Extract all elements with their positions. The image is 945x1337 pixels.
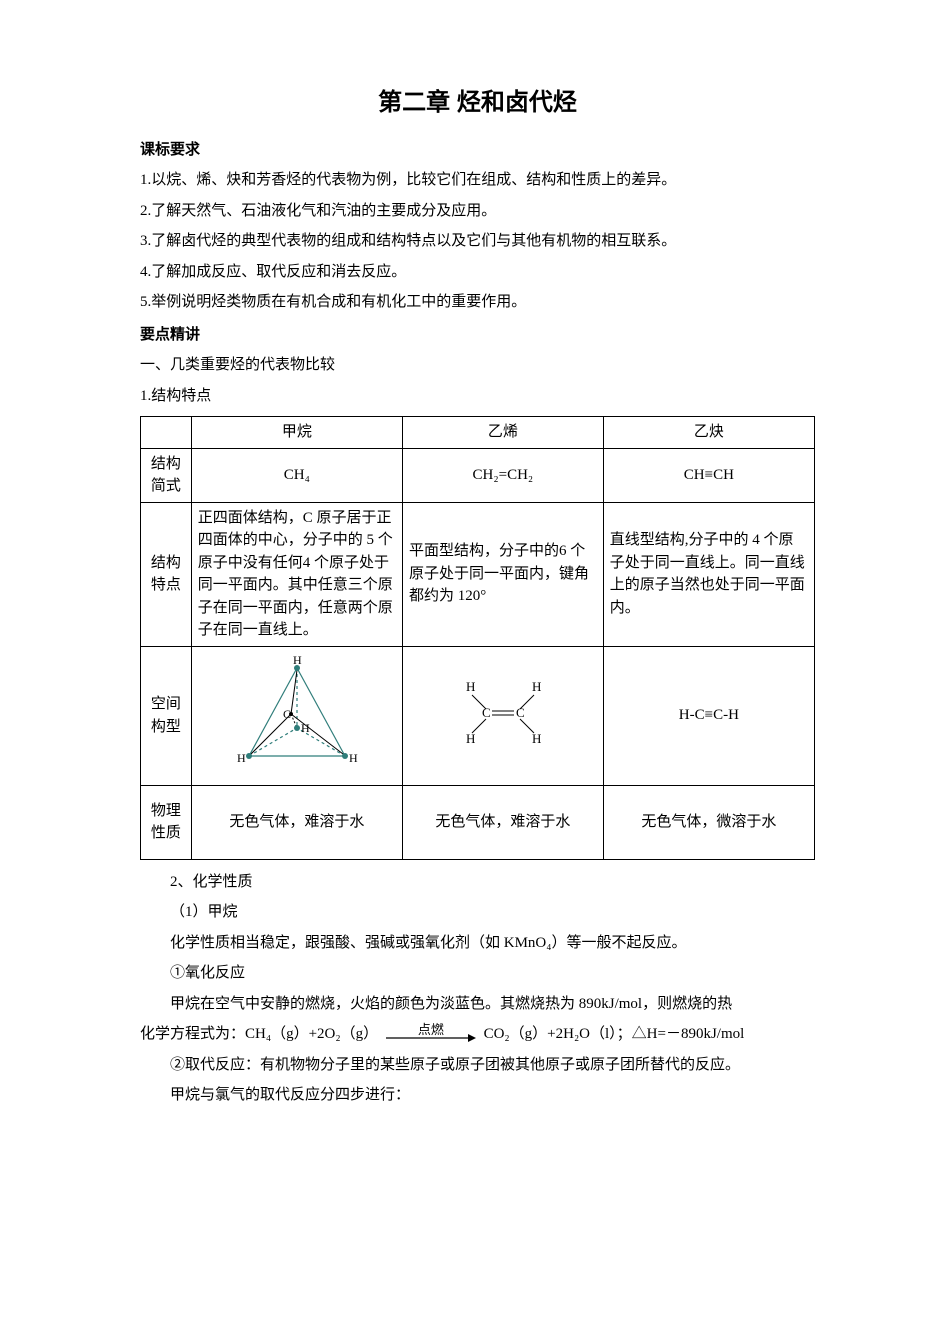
curriculum-item: 2.了解天然气、石油液化气和汽油的主要成分及应用。 bbox=[140, 197, 815, 226]
ethylene-structure-icon: H H C C H H bbox=[438, 677, 568, 747]
curriculum-label: 课标要求 bbox=[140, 136, 815, 165]
table-header-ethylene: 乙烯 bbox=[402, 417, 603, 449]
row-label-spatial: 空间构型 bbox=[141, 646, 192, 785]
curriculum-item: 1.以烷、烯、炔和芳香烃的代表物为例，比较它们在组成、结构和性质上的差异。 bbox=[140, 166, 815, 195]
arrow-icon bbox=[386, 1032, 476, 1044]
row-label-structure: 结构特点 bbox=[141, 502, 192, 646]
row-label-formula: 结构简式 bbox=[141, 448, 192, 502]
cell-physical-methane: 无色气体，难溶于水 bbox=[191, 785, 402, 859]
reaction-arrow: 点燃 bbox=[386, 1024, 476, 1046]
svg-text:C: C bbox=[283, 707, 291, 721]
svg-text:H: H bbox=[349, 751, 358, 765]
row-label-physical: 物理性质 bbox=[141, 785, 192, 859]
svg-text:C: C bbox=[482, 705, 491, 720]
table-header-methane: 甲烷 bbox=[191, 417, 402, 449]
svg-text:H: H bbox=[301, 721, 310, 735]
cell-physical-ethylene: 无色气体，难溶于水 bbox=[402, 785, 603, 859]
tetrahedron-icon: C H H H H bbox=[227, 656, 367, 776]
table-header-ethyne: 乙炔 bbox=[603, 417, 814, 449]
cell-structure-methane: 正四面体结构，C 原子居于正四面体的中心，分子中的 5 个原子中没有任何4 个原… bbox=[191, 502, 402, 646]
substitution-label: ②取代反应：有机物物分子里的某些原子或原子团被其他原子或原子团所替代的反应。 bbox=[140, 1051, 815, 1080]
svg-text:C: C bbox=[516, 705, 525, 720]
eq-suffix: CO₂（g）+2H₂O（l）；△H=－890kJ/mol bbox=[484, 1026, 745, 1042]
svg-text:H: H bbox=[532, 731, 541, 746]
curriculum-item: 3.了解卤代烃的典型代表物的组成和结构特点以及它们与其他有机物的相互联系。 bbox=[140, 227, 815, 256]
cell-structure-ethyne: 直线型结构,分子中的 4 个原子处于同一直线上。同一直线上的原子当然也处于同一平… bbox=[603, 502, 814, 646]
svg-text:H: H bbox=[466, 679, 475, 694]
svg-text:H: H bbox=[293, 656, 302, 667]
cell-structure-ethylene: 平面型结构，分子中的6 个原子处于同一平面内，键角都约为 120° bbox=[402, 502, 603, 646]
cell-physical-ethyne: 无色气体，微溶于水 bbox=[603, 785, 814, 859]
chem-props-heading: 2、化学性质 bbox=[140, 868, 815, 897]
oxidation-label: ①氧化反应 bbox=[140, 959, 815, 988]
cell-spatial-methane: C H H H H bbox=[191, 646, 402, 785]
cell-formula-ethyne: CH≡CH bbox=[603, 448, 814, 502]
svg-text:H: H bbox=[532, 679, 541, 694]
cell-formula-ethylene: CH₂=CH₂ bbox=[402, 448, 603, 502]
cell-formula-methane: CH₄ bbox=[191, 448, 402, 502]
combustion-desc: 甲烷在空气中安静的燃烧，火焰的颜色为淡蓝色。其燃烧热为 890kJ/mol，则燃… bbox=[140, 990, 815, 1019]
methane-subhead: （1）甲烷 bbox=[140, 898, 815, 927]
keypoints-label: 要点精讲 bbox=[140, 321, 815, 350]
table-header-empty bbox=[141, 417, 192, 449]
cell-spatial-ethyne: H-C≡C-H bbox=[603, 646, 814, 785]
svg-text:H: H bbox=[237, 751, 246, 765]
curriculum-item: 5.举例说明烃类物质在有机合成和有机化工中的重要作用。 bbox=[140, 288, 815, 317]
comparison-table: 甲烷 乙烯 乙炔 结构简式 CH₄ CH₂=CH₂ CH≡CH 结构特点 正四面… bbox=[140, 416, 815, 860]
page-title: 第二章 烃和卤代烃 bbox=[140, 80, 815, 126]
cell-spatial-ethylene: H H C C H H bbox=[402, 646, 603, 785]
svg-text:H: H bbox=[466, 731, 475, 746]
eq-prefix: 化学方程式为：CH₄（g）+2O₂（g） bbox=[140, 1026, 378, 1042]
curriculum-item: 4.了解加成反应、取代反应和消去反应。 bbox=[140, 258, 815, 287]
combustion-equation: 化学方程式为：CH₄（g）+2O₂（g） 点燃 CO₂（g）+2H₂O（l）；△… bbox=[140, 1020, 815, 1049]
subhead-1-1: 1.结构特点 bbox=[140, 382, 815, 411]
methane-stable-line: 化学性质相当稳定，跟强酸、强碱或强氧化剂（如 KMnO₄）等一般不起反应。 bbox=[140, 929, 815, 958]
substitution-steps: 甲烷与氯气的取代反应分四步进行： bbox=[140, 1081, 815, 1110]
subhead-1: 一、几类重要烃的代表物比较 bbox=[140, 351, 815, 380]
